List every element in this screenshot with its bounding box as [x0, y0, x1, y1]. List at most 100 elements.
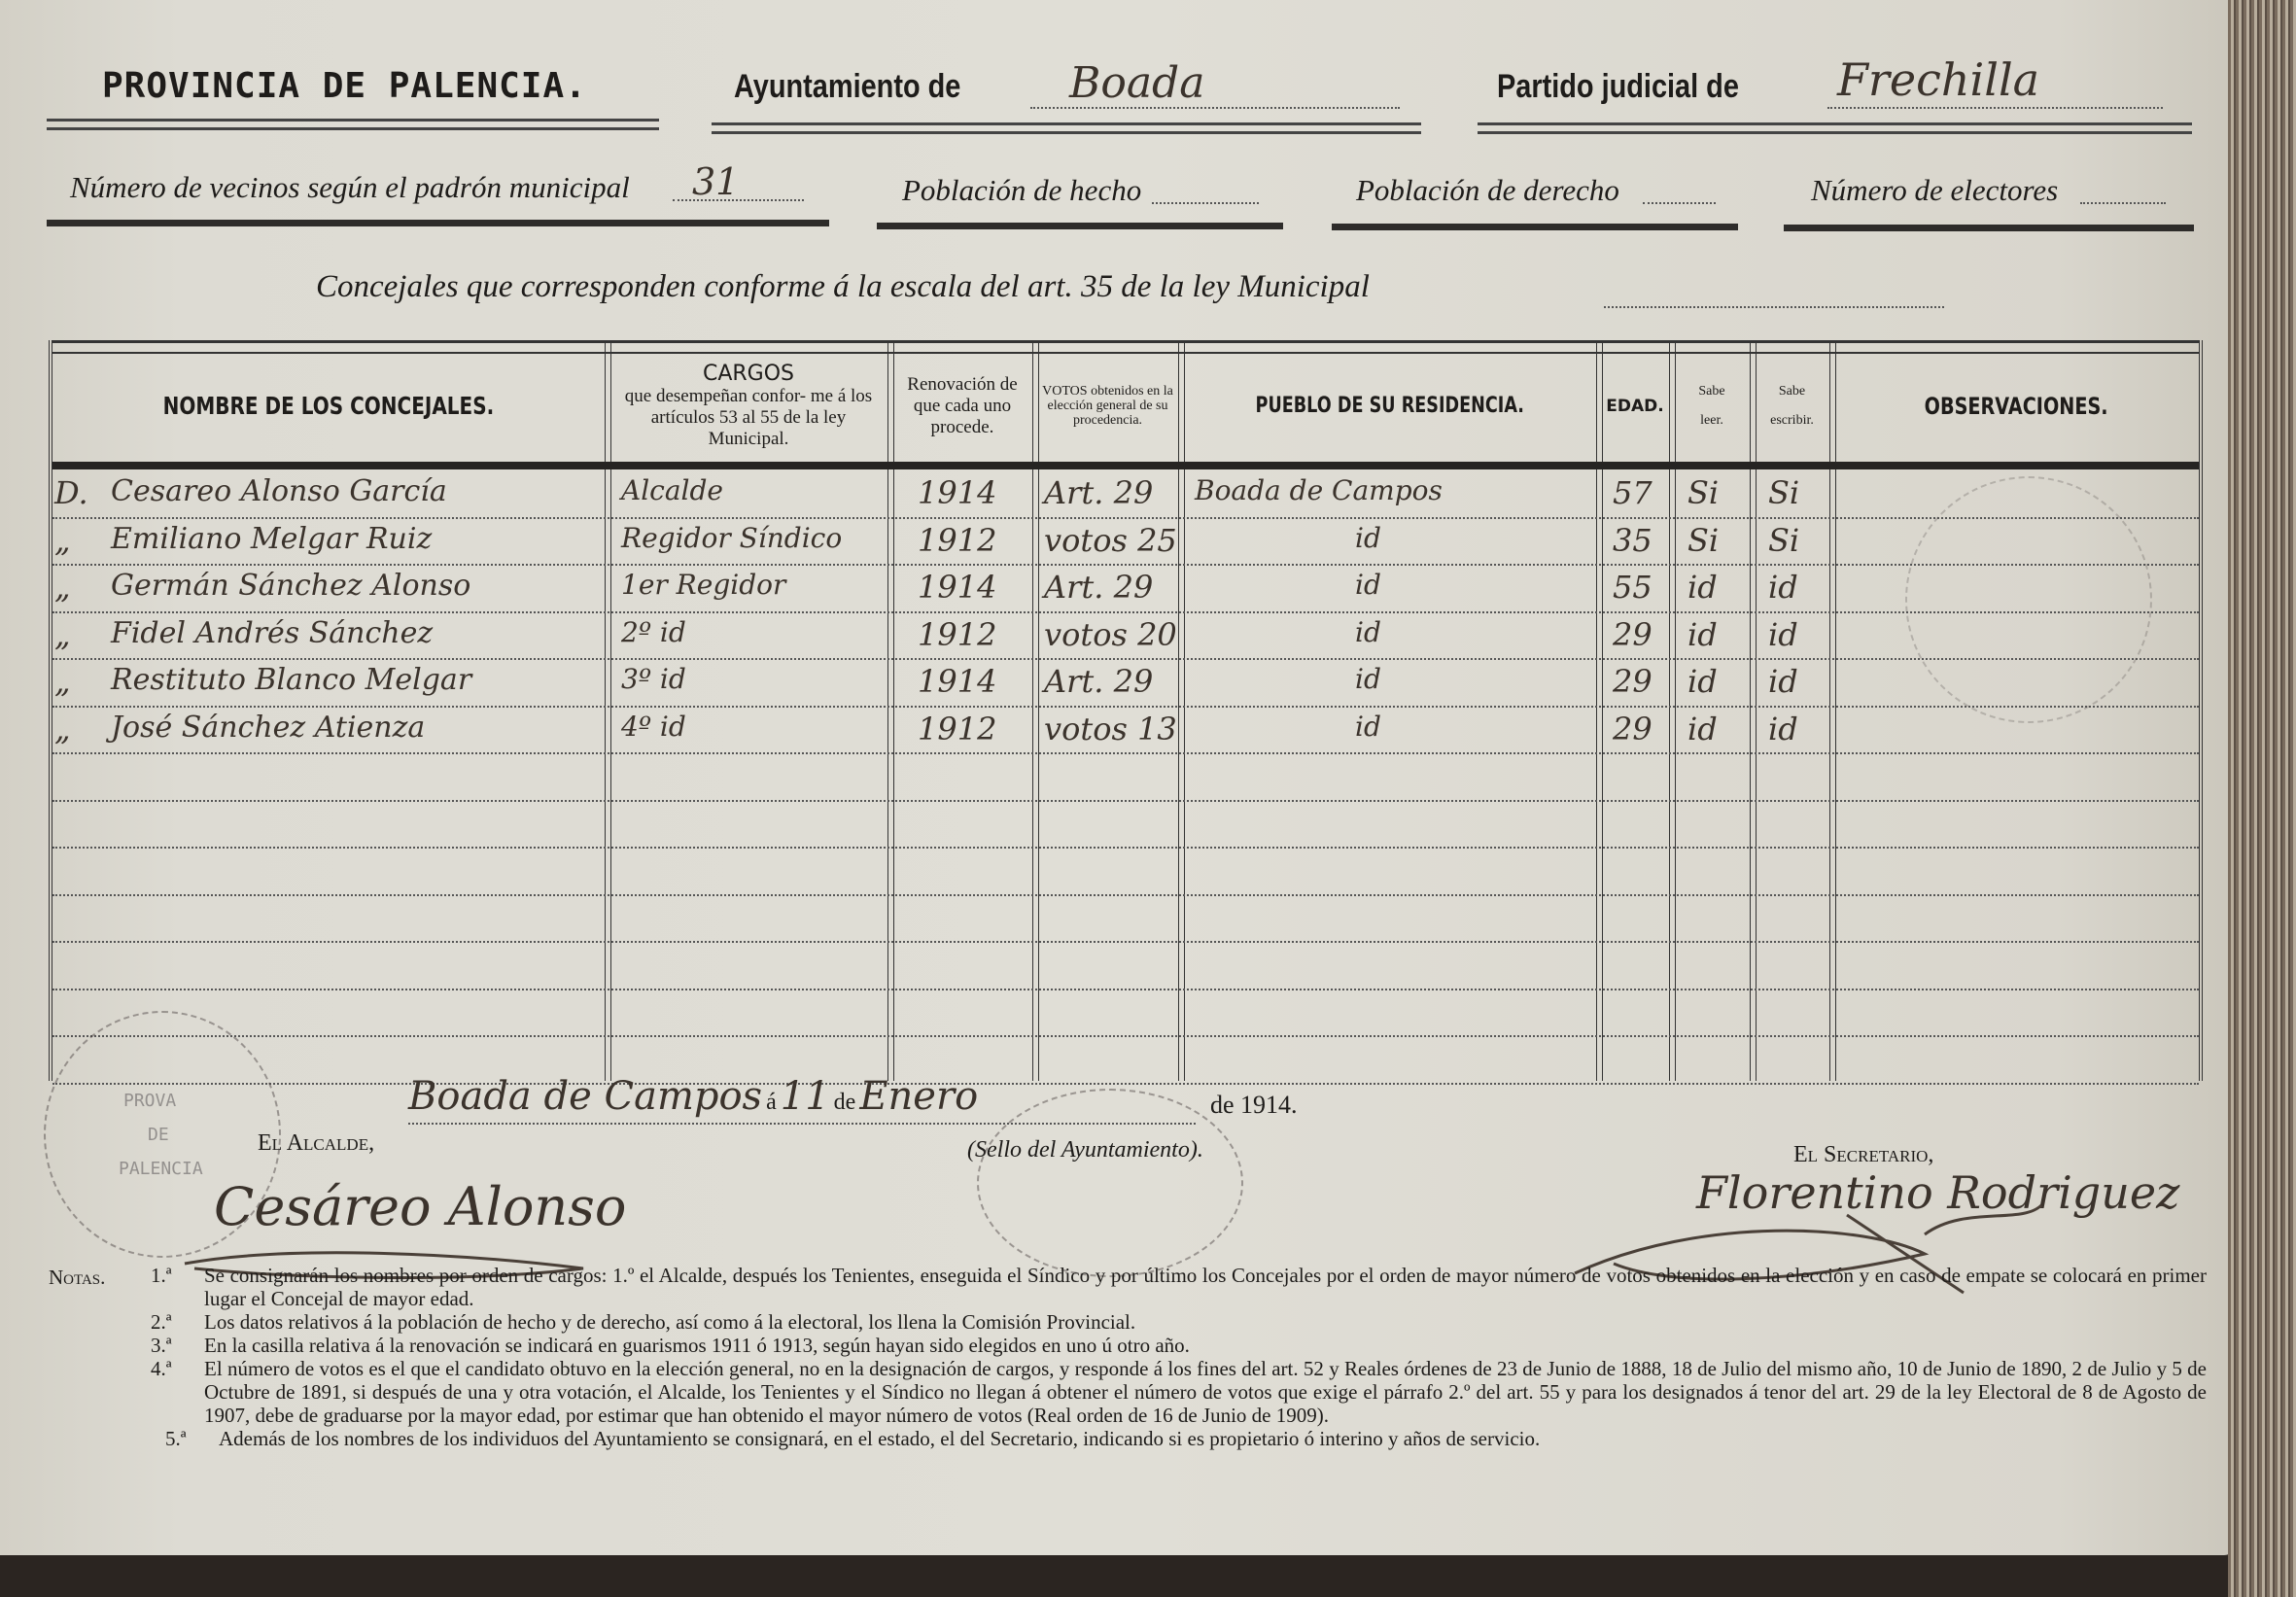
cell-votos: votos 13 [1044, 710, 1177, 747]
note-text: Además de los nombres de los individuos … [219, 1427, 1541, 1450]
row-line [52, 610, 2199, 613]
cell-nombre: Cesareo Alonso García [111, 474, 447, 508]
col-header-observaciones: OBSERVACIONES. [1925, 392, 2108, 420]
electores-label: Número de electores [1811, 173, 2059, 207]
electores-field[interactable] [2080, 173, 2166, 204]
cell-escribir: Si [1768, 474, 1800, 511]
book-page-edges [2228, 0, 2296, 1597]
note-number: 4.ª [151, 1357, 172, 1380]
concejales-field[interactable] [1604, 277, 1944, 308]
column-divider [605, 340, 611, 1081]
cell-edad: 29 [1613, 663, 1652, 700]
cell-leer: id [1687, 615, 1718, 653]
municipal-stamp-center [977, 1089, 1243, 1277]
row-line [52, 752, 2199, 754]
row-line [52, 941, 2199, 943]
cell-escribir: id [1768, 615, 1798, 653]
col-header-renovacion: Renovación de que cada uno procede. [907, 373, 1018, 437]
cell-prefix: „ [54, 615, 71, 653]
note-number: 3.ª [151, 1334, 172, 1357]
column-divider [887, 340, 894, 1081]
concejales-label: Concejales que corresponden conforme á l… [316, 269, 1370, 304]
cell-votos: Art. 29 [1044, 474, 1154, 511]
ayuntamiento-value: Boada [1069, 58, 1205, 108]
ayuntamiento-label: Ayuntamiento de [734, 68, 961, 105]
col-header-edad: EDAD. [1606, 396, 1664, 416]
notes-label: Notas. [49, 1266, 106, 1289]
cell-pueblo: id [1355, 521, 1381, 554]
poblacion-derecho-field[interactable] [1643, 173, 1716, 204]
vecinos-field: 31 [673, 160, 804, 203]
cell-cargo: Regidor Síndico [621, 521, 843, 554]
column-divider [1032, 340, 1039, 1081]
col-header-nombre: NOMBRE DE LOS CONCEJALES. [162, 392, 495, 420]
cell-renovacion: 1914 [918, 663, 997, 700]
row-line [52, 658, 2199, 660]
date-field: Boada de Campos á 11 de Enero [408, 1074, 1196, 1125]
column-divider [1829, 340, 1836, 1081]
column-divider [1750, 340, 1757, 1081]
cell-leer: Si [1687, 521, 1720, 559]
cell-votos: Art. 29 [1044, 569, 1154, 606]
cell-edad: 57 [1613, 474, 1652, 511]
date-a: á [766, 1090, 777, 1115]
row-line [52, 516, 2199, 519]
cell-renovacion: 1912 [918, 615, 997, 653]
header-rule [47, 119, 659, 130]
concejales-table: NOMBRE DE LOS CONCEJALES. CARGOS que des… [49, 340, 2203, 1085]
col-header-cargos-sub: que desempeñan confor- me á los artículo… [624, 386, 873, 449]
note-text: En la casilla relativa á la renovación s… [204, 1334, 1190, 1357]
alcalde-signature: Cesáreo Alonso [214, 1176, 627, 1237]
note-item: 4.ª El número de votos es el que el candi… [49, 1357, 2207, 1427]
note-text: El número de votos es el que el candidat… [204, 1357, 2207, 1427]
cell-pueblo: id [1355, 710, 1381, 743]
date-place: Boada de Campos [408, 1074, 763, 1119]
col-header-leer: Sabe leer. [1698, 383, 1725, 428]
cell-votos: votos 25 [1044, 521, 1177, 559]
cell-prefix: D. [54, 474, 88, 511]
cell-edad: 55 [1613, 569, 1652, 606]
vecinos-value: 31 [692, 160, 740, 203]
cell-cargo: 1er Regidor [621, 569, 786, 601]
column-divider [1596, 340, 1603, 1081]
alcalde-rubric [184, 1251, 584, 1279]
cell-pueblo: Boada de Campos [1195, 474, 1443, 506]
cell-renovacion: 1912 [918, 710, 997, 747]
stamp-text: DE [148, 1125, 169, 1145]
partido-label: Partido judicial de [1497, 68, 1739, 105]
note-text: Los datos relativos á la población de he… [204, 1310, 1136, 1334]
cell-votos: Art. 29 [1044, 663, 1154, 700]
document-page: PROVINCIA DE PALENCIA. Ayuntamiento de B… [0, 0, 2236, 1555]
cell-nombre: Germán Sánchez Alonso [111, 569, 471, 603]
partido-field: Frechilla [1827, 53, 2163, 109]
row-line [52, 847, 2199, 849]
cell-nombre: José Sánchez Atienza [111, 710, 426, 745]
cell-edad: 35 [1613, 521, 1652, 559]
note-number: 1.ª [151, 1264, 172, 1287]
date-de: de [833, 1090, 856, 1115]
notes-section: Notas. 1.ª Se consignarán los nombres por… [49, 1264, 2207, 1450]
cell-leer: Si [1687, 474, 1720, 511]
cell-cargo: 4º id [621, 710, 686, 743]
cell-renovacion: 1914 [918, 474, 997, 511]
note-item: 2.ª Los datos relativos á la población de… [49, 1310, 2207, 1334]
cell-renovacion: 1912 [918, 521, 997, 559]
cell-leer: id [1687, 569, 1718, 606]
header-rule [877, 223, 1283, 229]
note-item: 3.ª En la casilla relativa á la renovació… [49, 1334, 2207, 1357]
column-divider [1178, 340, 1185, 1081]
vecinos-label: Número de vecinos según el padrón munici… [70, 170, 630, 204]
stamp-text: PALENCIA [119, 1159, 203, 1179]
cell-prefix: „ [54, 569, 71, 606]
secretario-signature: Florentino Rodriguez [1696, 1166, 2180, 1219]
header-rule [1784, 225, 2194, 231]
ayuntamiento-field: Boada [1030, 58, 1400, 109]
cell-renovacion: 1914 [918, 569, 997, 606]
provincia-title: PROVINCIA DE PALENCIA. [102, 66, 587, 106]
secretario-label: El Secretario, [1793, 1142, 1934, 1167]
note-text: Se consignarán los nombres por orden de … [204, 1264, 2207, 1310]
cell-escribir: Si [1768, 521, 1800, 559]
poblacion-hecho-field[interactable] [1152, 173, 1259, 204]
row-line [52, 1035, 2199, 1037]
cell-nombre: Fidel Andrés Sánchez [111, 615, 434, 650]
